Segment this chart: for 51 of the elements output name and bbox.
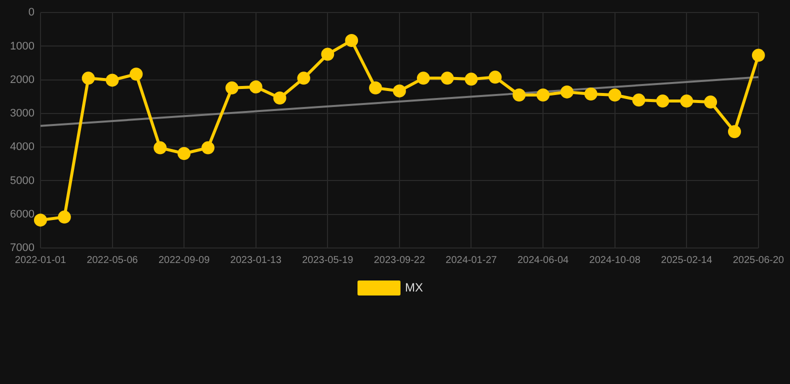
x-tick-label: 2023-05-19 bbox=[302, 254, 354, 266]
point bbox=[752, 48, 765, 62]
x-tick-label: 2022-01-01 bbox=[14, 254, 66, 266]
x-tick-label: 2024-10-08 bbox=[589, 254, 641, 266]
point bbox=[225, 81, 238, 94]
y-tick-label: 6000 bbox=[10, 208, 34, 220]
point bbox=[416, 72, 430, 85]
point bbox=[345, 34, 358, 48]
x-tick-label: 2023-01-13 bbox=[230, 254, 282, 266]
point bbox=[464, 72, 478, 86]
point bbox=[106, 74, 119, 87]
y-tick-label: 7000 bbox=[10, 242, 34, 254]
y-tick-label: 4000 bbox=[10, 141, 34, 154]
point bbox=[512, 88, 526, 102]
point bbox=[656, 94, 670, 108]
point bbox=[704, 96, 718, 109]
y-tick-label: 5000 bbox=[10, 174, 34, 187]
x-tick-label: 2024-06-04 bbox=[517, 254, 570, 266]
x-tick-label: 2025-06-20 bbox=[732, 254, 784, 266]
x-tick-label: 2024-01-27 bbox=[446, 254, 498, 266]
y-tick-label: 1000 bbox=[10, 40, 34, 52]
point bbox=[680, 94, 694, 108]
point bbox=[273, 92, 286, 105]
point bbox=[297, 72, 310, 85]
point bbox=[560, 85, 574, 98]
point bbox=[608, 88, 622, 102]
y-tick-label: 3000 bbox=[10, 108, 34, 120]
x-tick-label: 2022-09-09 bbox=[158, 254, 210, 266]
point bbox=[178, 147, 191, 160]
point bbox=[201, 141, 214, 154]
legend-label: MX bbox=[405, 280, 423, 294]
point bbox=[632, 94, 646, 107]
point bbox=[130, 68, 143, 81]
point bbox=[58, 210, 71, 224]
x-tick-label: 2023-09-22 bbox=[374, 254, 426, 266]
point bbox=[249, 80, 262, 94]
point bbox=[392, 84, 406, 98]
point bbox=[440, 72, 454, 85]
point bbox=[369, 81, 382, 94]
point bbox=[321, 48, 334, 61]
point bbox=[154, 141, 167, 154]
point bbox=[82, 72, 95, 85]
point bbox=[536, 88, 550, 102]
y-tick-label: 0 bbox=[28, 6, 34, 19]
x-tick-label: 2022-05-06 bbox=[86, 254, 138, 266]
point bbox=[584, 87, 598, 100]
point bbox=[488, 70, 502, 84]
point bbox=[34, 214, 47, 227]
x-tick-label: 2025-02-14 bbox=[661, 254, 713, 266]
point bbox=[728, 125, 741, 138]
y-tick-label: 2000 bbox=[10, 74, 34, 86]
